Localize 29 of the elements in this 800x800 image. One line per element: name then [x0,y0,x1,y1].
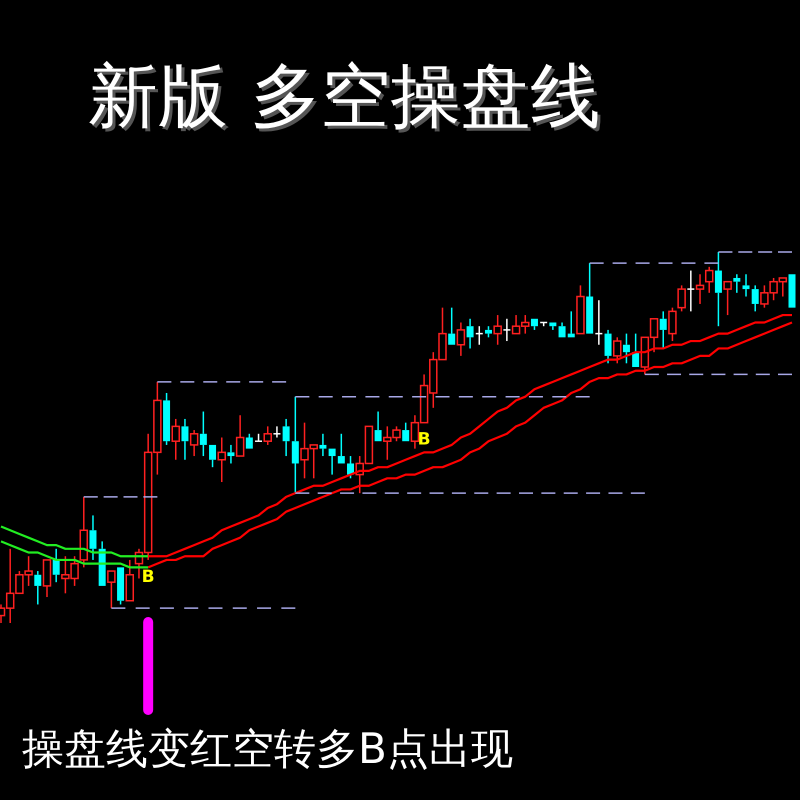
candlestick [200,410,207,457]
candlestick [742,274,750,298]
candlestick [181,418,188,461]
candlestick [292,396,299,494]
candlestick [493,314,502,346]
candlestick [282,418,290,457]
candlestick [594,299,604,346]
candlestick [752,284,759,312]
candlestick [733,274,740,294]
candlestick [466,318,474,350]
candlestick [227,444,234,464]
text: B [142,566,155,587]
candlestick [217,436,226,483]
text: B [418,430,431,450]
candlestick [502,318,512,342]
candlestick [484,325,492,338]
candlestick [319,433,326,457]
candlestick [660,310,667,350]
candlestick [686,270,696,312]
candlestick [696,274,704,305]
candlestick [163,392,170,446]
candlestick [475,325,484,346]
candlestick [52,548,60,583]
chart-title: 新版 多空操盘线 [91,58,604,140]
candlestick [622,332,630,364]
candlestick [34,570,42,606]
candlestick [714,251,722,327]
text: 操盘线变红空转多B点出现 [22,724,513,773]
candlestick [89,514,96,561]
